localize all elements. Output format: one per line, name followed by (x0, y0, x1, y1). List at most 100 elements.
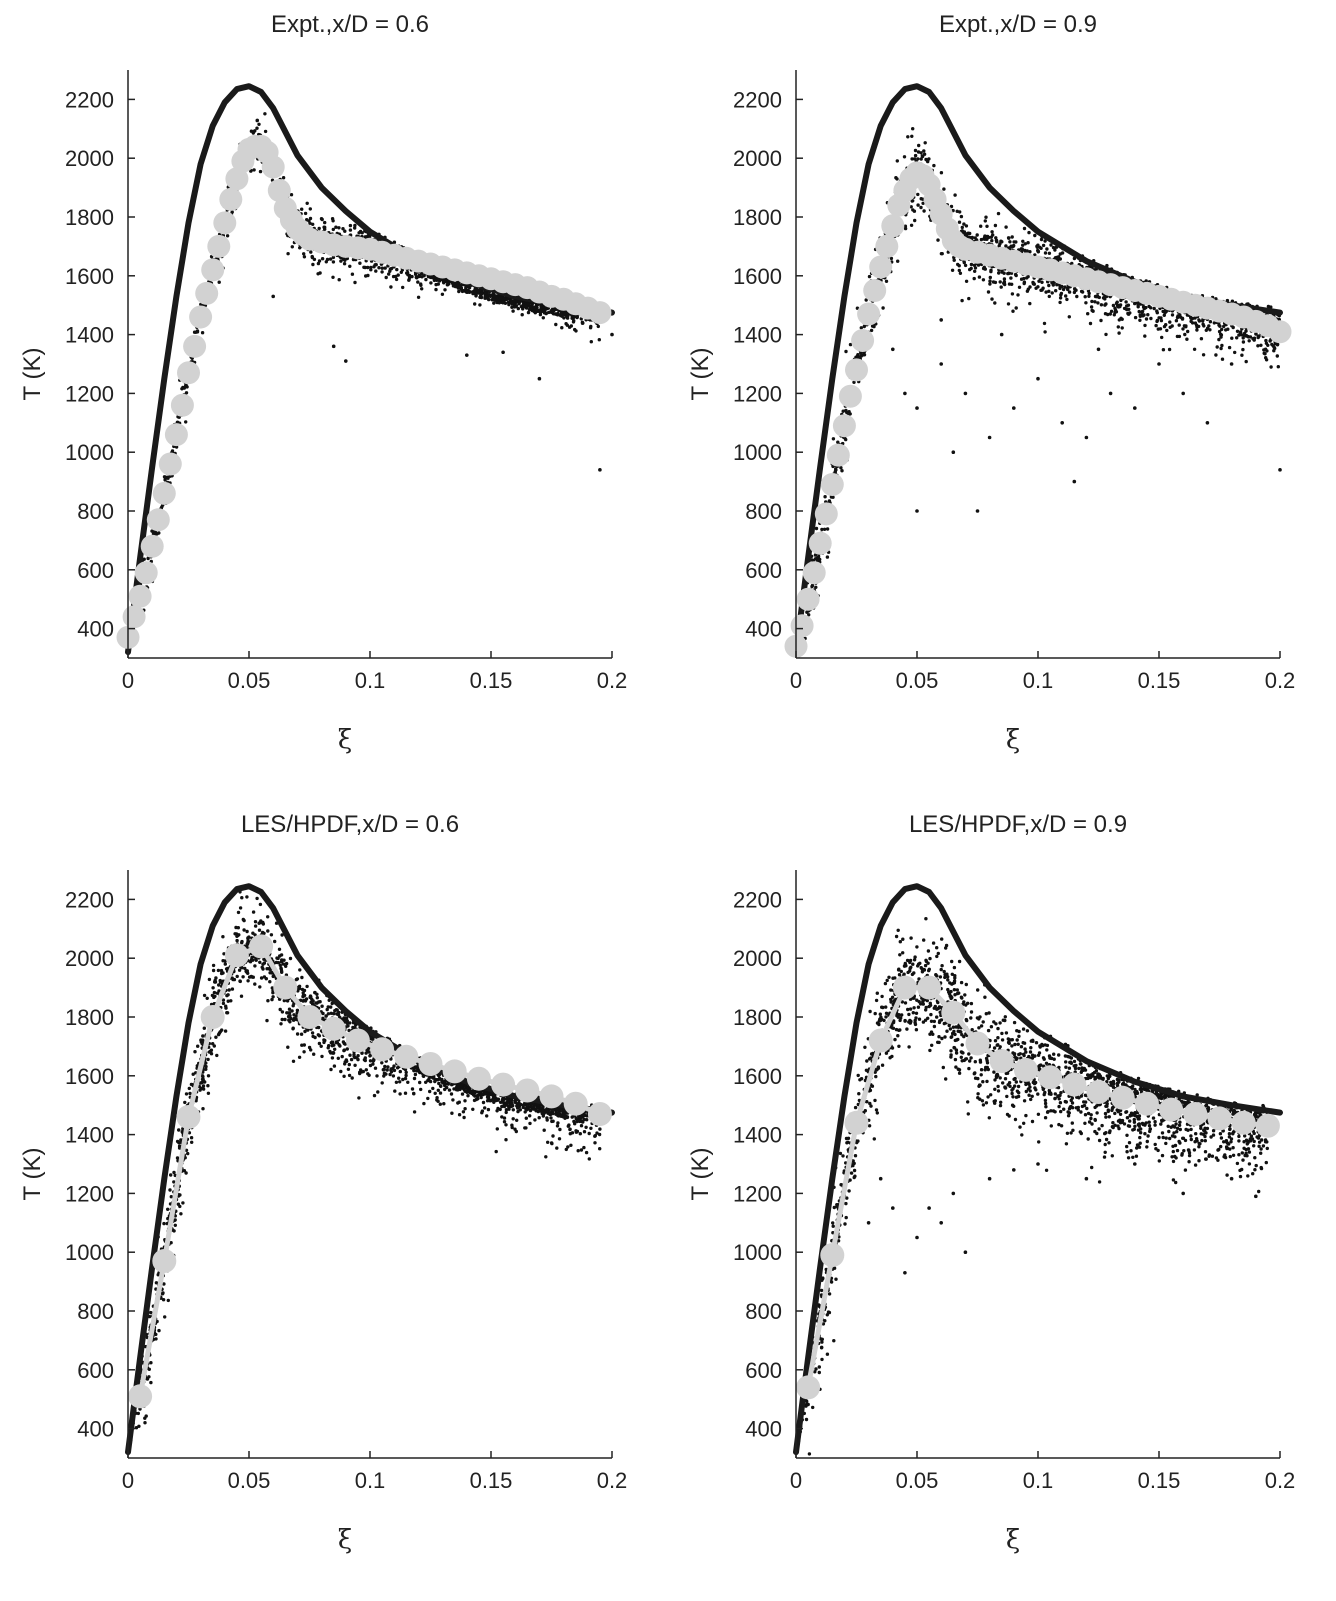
equilibrium-line (125, 83, 615, 656)
y-tick-label: 1400 (65, 323, 114, 348)
scatter-point (573, 327, 577, 332)
scatter-point (1157, 362, 1161, 366)
scatter-point (910, 157, 914, 161)
scatter-point (867, 274, 872, 279)
x-tick-label: 0.15 (470, 668, 513, 693)
scatter-point (510, 302, 515, 306)
conditional-mean-marker (790, 614, 814, 638)
conditional-mean-marker (832, 414, 856, 438)
scatter-point (915, 406, 919, 410)
scatter-point (195, 330, 200, 334)
scatter-point (564, 1147, 568, 1152)
scatter-point (955, 209, 959, 213)
conditional-mean-marker (808, 531, 832, 555)
y-tick-label: 1200 (733, 381, 782, 406)
scatter-point (1058, 252, 1062, 256)
scatter-point (457, 285, 462, 289)
scatter-point (963, 391, 968, 396)
scatter-point (916, 150, 921, 154)
scatter-point (358, 261, 362, 265)
scatter-point (1040, 280, 1044, 284)
x-tick-label: 0.2 (597, 668, 628, 693)
y-tick-label: 1200 (65, 381, 114, 406)
scatter-point (263, 112, 267, 116)
scatter-point (922, 149, 926, 153)
scatter-point (919, 151, 923, 155)
scatter-point (833, 469, 837, 474)
scatter-point (1165, 328, 1169, 333)
scatter-point (556, 1121, 560, 1125)
scatter-point (597, 338, 601, 342)
scatter-point (1124, 300, 1128, 304)
scatter-point (225, 234, 230, 238)
scatter-point (347, 1073, 352, 1078)
scatter-point (1235, 336, 1239, 340)
conditional-mean-marker (863, 279, 887, 302)
x-tick-label: 0 (790, 668, 802, 693)
scatter-point (1240, 353, 1244, 357)
x-axis-label: ξ (1006, 725, 1020, 755)
scatter-point (953, 193, 957, 197)
scatter-point (913, 218, 917, 223)
scatter-point (434, 287, 438, 292)
scatter-point (526, 302, 530, 306)
scatter-point (428, 1089, 432, 1094)
scatter-point (147, 1375, 151, 1379)
scatter-point (1241, 347, 1245, 352)
scatter-point (1014, 240, 1018, 244)
scatter-point (369, 265, 373, 270)
scatter-point (1247, 339, 1251, 343)
scatter-point (1201, 353, 1206, 357)
scatter-point (1272, 345, 1276, 349)
y-tick-label: 1600 (65, 264, 114, 289)
scatter-point (518, 1108, 522, 1112)
scatter-point (990, 239, 994, 243)
y-tick-label: 400 (77, 617, 114, 642)
scatter-point (188, 1091, 192, 1096)
scatter-point (1095, 294, 1100, 298)
scatter-point (902, 155, 907, 159)
scatter-point (1219, 335, 1223, 339)
scatter-point (357, 231, 361, 235)
scatter-point (316, 272, 320, 276)
conditional-mean-marker (189, 305, 213, 329)
conditional-mean-marker (219, 187, 243, 211)
scatter-point (1140, 314, 1144, 318)
scatter-point (939, 318, 943, 322)
chart-title: Expt.,x/D = 0.6 (271, 11, 429, 38)
scatter-point (889, 256, 894, 261)
scatter-point (555, 1124, 560, 1128)
scatter-point (465, 290, 470, 294)
scatter-point (956, 262, 960, 267)
scatter-point (1004, 244, 1008, 248)
scatter-point (387, 272, 391, 276)
y-tick-label: 2000 (733, 146, 782, 171)
scatter-point (310, 254, 314, 259)
scatter-point (432, 278, 437, 283)
scatter-point (1036, 376, 1040, 381)
scatter-point (872, 324, 876, 329)
y-tick-label: 2200 (65, 87, 114, 112)
scatter-point (859, 326, 863, 330)
scatter-point (1262, 348, 1266, 352)
conditional-mean-marker (170, 393, 194, 417)
scatter-point (913, 153, 918, 158)
scatter-point (163, 475, 167, 479)
scatter-point (348, 264, 352, 268)
scatter-point (1264, 341, 1269, 345)
conditional-mean-marker (869, 255, 893, 279)
scatter-point (1080, 290, 1085, 294)
scatter-point (1041, 286, 1045, 290)
scatter-point (1026, 287, 1030, 291)
scatter-point (856, 355, 860, 359)
scatter-point (1212, 321, 1216, 325)
scatter-point (1133, 406, 1137, 410)
scatter-point (1256, 334, 1260, 338)
scatter-point (323, 220, 327, 225)
scatter-point (281, 176, 286, 180)
scatter-point (286, 1045, 290, 1049)
scatter-point (920, 154, 924, 158)
scatter-point (957, 268, 961, 273)
scatter-point (805, 610, 809, 614)
scatter-point (1028, 250, 1032, 254)
